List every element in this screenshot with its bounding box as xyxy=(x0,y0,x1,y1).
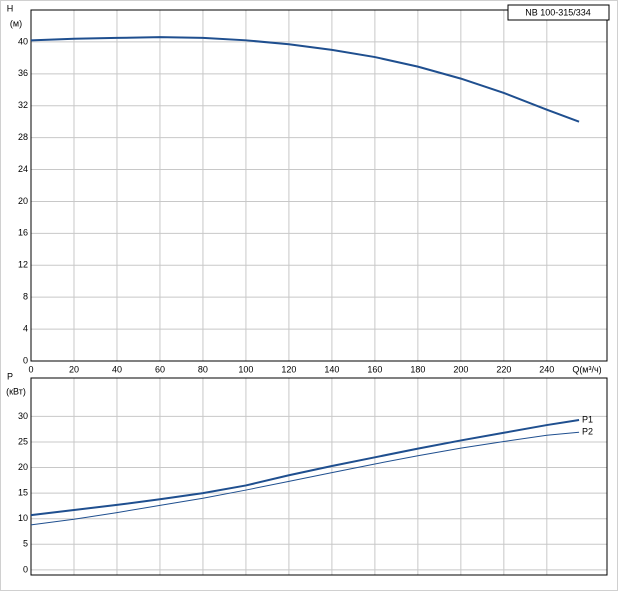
y-tick-label: 8 xyxy=(23,292,28,302)
x-tick-label: 180 xyxy=(410,364,425,374)
y-tick-label: 40 xyxy=(18,36,28,46)
x-tick-label: 160 xyxy=(367,364,382,374)
y-tick-label: 5 xyxy=(23,539,28,549)
x-tick-label: 60 xyxy=(155,364,165,374)
x-tick-label: 80 xyxy=(198,364,208,374)
y-tick-label: 25 xyxy=(18,436,28,446)
legend-label: NB 100-315/334 xyxy=(525,7,591,17)
plot-frame xyxy=(30,377,608,576)
y-tick-label: 32 xyxy=(18,100,28,110)
series-label: P2 xyxy=(582,427,593,437)
y-axis-unit: (кВт) xyxy=(6,386,26,396)
y-tick-label: 0 xyxy=(23,355,28,365)
y-tick-label: 0 xyxy=(23,564,28,574)
y-tick-label: 12 xyxy=(18,260,28,270)
legend-box xyxy=(507,4,610,21)
x-axis-label: Q(м³/ч) xyxy=(572,364,601,374)
y-axis-unit: (м) xyxy=(10,18,22,28)
x-tick-label: 100 xyxy=(238,364,253,374)
x-tick-label: 40 xyxy=(112,364,122,374)
x-tick-label: 120 xyxy=(281,364,296,374)
y-axis-label: H xyxy=(7,3,14,13)
y-tick-label: 36 xyxy=(18,68,28,78)
line-series xyxy=(30,418,580,517)
x-tick-label: 0 xyxy=(28,364,33,374)
x-tick-label: 140 xyxy=(324,364,339,374)
series-label: P1 xyxy=(582,414,593,424)
page-frame xyxy=(0,0,618,591)
y-tick-label: 30 xyxy=(18,411,28,421)
plot-frame xyxy=(30,9,608,362)
y-axis-label: P xyxy=(7,371,13,381)
y-tick-label: 20 xyxy=(18,196,28,206)
x-tick-label: 20 xyxy=(69,364,79,374)
line-series xyxy=(30,431,580,526)
y-tick-label: 28 xyxy=(18,132,28,142)
y-tick-label: 15 xyxy=(18,488,28,498)
x-tick-label: 200 xyxy=(453,364,468,374)
y-tick-label: 10 xyxy=(18,513,28,523)
x-tick-label: 220 xyxy=(496,364,511,374)
y-tick-label: 24 xyxy=(18,164,28,174)
line-series xyxy=(30,36,580,123)
y-tick-label: 16 xyxy=(18,228,28,238)
y-tick-label: 4 xyxy=(23,323,28,333)
x-tick-label: 240 xyxy=(539,364,554,374)
y-tick-label: 20 xyxy=(18,462,28,472)
